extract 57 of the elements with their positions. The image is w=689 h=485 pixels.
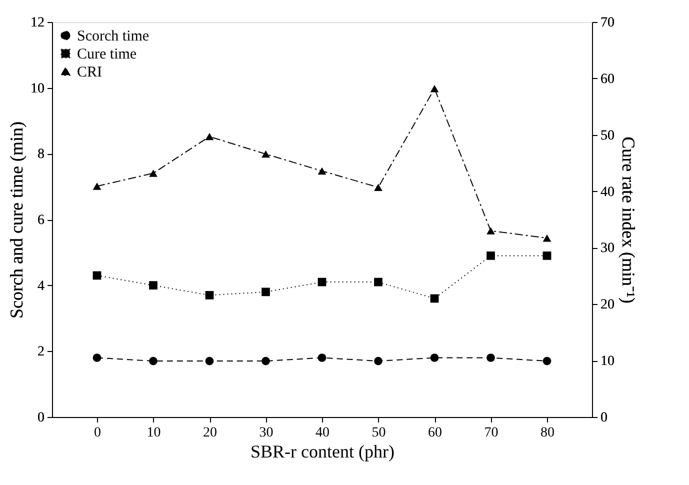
legend-label: CRI [77,64,102,80]
x-tick-label: 30 [259,426,274,440]
y2-tick-label: 60 [600,72,614,87]
x-tick-label: 0 [94,426,101,440]
y-tick-label: 4 [38,278,44,294]
point [374,278,382,286]
x-tick-label: 80 [540,426,554,440]
point [318,278,326,286]
y-tick-label: 8 [38,147,44,162]
y2-tick-label: 50 [600,128,614,144]
legend-label: Scorch time [77,28,150,44]
x-tick-label: 20 [203,426,217,440]
point [318,167,326,175]
point [262,288,270,296]
point [486,227,495,234]
point [149,281,158,290]
y-tick-label: 2 [38,344,44,360]
point [374,356,382,366]
point [92,271,102,280]
y2-tick-label: 10 [600,354,614,370]
y2-tick-label: 20 [600,298,614,313]
point [262,150,270,158]
y-tick-label: 10 [30,81,44,96]
x-axis-title: SBR-r content (phr) [250,442,394,462]
point [486,354,495,362]
point [430,294,439,303]
y-tick-label: 6 [38,213,44,228]
point [542,234,552,242]
point [149,356,158,366]
x-tick-label: 50 [372,426,386,440]
point [542,356,552,366]
y2-tick-label: 40 [600,184,614,200]
point [205,132,214,140]
y2-axis-title: Cure rate index (min⁻¹) [618,136,638,304]
x-tick-label: 60 [428,426,442,440]
point [149,170,158,177]
point [430,84,439,92]
point [262,356,270,366]
point [92,182,102,190]
x-tick-label: 10 [146,426,161,440]
y-axis-title: Scorch and cure time (min) [6,122,26,318]
point [374,184,382,191]
y-tick-label: 12 [30,16,44,30]
point [542,252,552,260]
y2-tick-label: 30 [600,241,614,256]
x-tick-label: 40 [316,426,330,440]
point [486,252,495,260]
point [205,291,214,300]
point [92,354,102,362]
x-tick-label: 70 [484,426,498,440]
point [318,354,326,362]
y2-tick-label: 70 [600,16,614,30]
legend-label: Cure time [77,46,137,62]
y-tick-label: 0 [38,410,44,426]
point [430,354,439,362]
point [205,356,214,366]
y2-tick-label: 0 [600,410,608,426]
